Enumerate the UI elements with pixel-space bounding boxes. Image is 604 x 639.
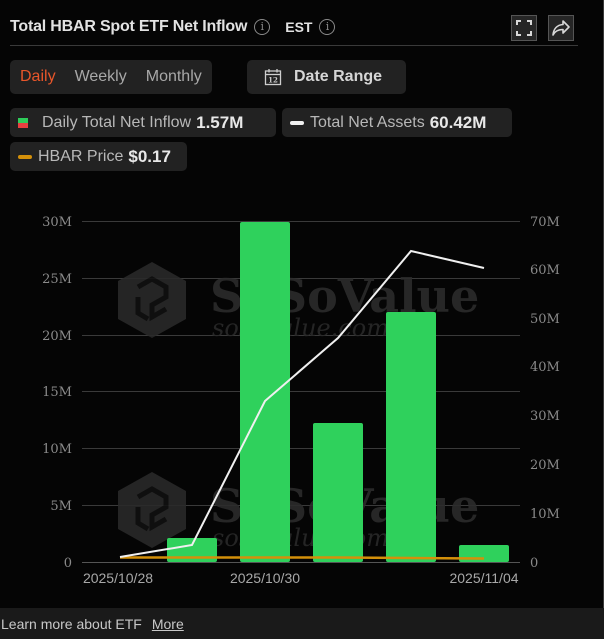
footer-bar: Learn more about ETF More: [0, 608, 604, 639]
watermark-logo-icon: [118, 472, 186, 548]
svg-text:30M: 30M: [42, 215, 72, 230]
info-icon[interactable]: i: [254, 18, 271, 35]
tab-monthly[interactable]: Monthly: [145, 68, 202, 85]
svg-text:5M: 5M: [50, 499, 72, 514]
x-axis-labels: 2025/10/28 2025/10/30 2025/11/04: [83, 570, 519, 586]
share-button[interactable]: [548, 15, 574, 41]
bar-2025-10-31[interactable]: [313, 423, 363, 562]
bar-2025-10-29[interactable]: [167, 538, 217, 562]
date-range-label: Date Range: [294, 68, 383, 85]
legend-price-label: HBAR Price: [38, 147, 124, 165]
price-swatch-icon: [18, 154, 32, 159]
fullscreen-button[interactable]: [511, 15, 537, 41]
assets-swatch-icon: [290, 120, 304, 125]
legend-inflow-label: Daily Total Net Inflow: [42, 113, 192, 131]
svg-text:20M: 20M: [42, 329, 72, 344]
legend-daily-inflow[interactable]: Daily Total Net Inflow 1.57M: [10, 108, 276, 137]
footer-text: Learn more about ETF: [1, 615, 142, 632]
calendar-icon: 12: [264, 69, 282, 86]
svg-text:sosovalue.com: sosovalue.com: [212, 314, 389, 342]
svg-text:2025/11/04: 2025/11/04: [449, 570, 518, 586]
svg-text:30M: 30M: [530, 409, 560, 424]
svg-text:15M: 15M: [42, 385, 72, 400]
share-icon: [552, 20, 570, 36]
right-axis-labels: 70M 60M 50M 40M 30M 20M 10M 0: [530, 215, 560, 571]
tab-daily[interactable]: Daily: [20, 68, 56, 85]
timezone-label: EST: [285, 18, 313, 35]
svg-text:70M: 70M: [530, 215, 560, 230]
more-link[interactable]: More: [151, 615, 184, 632]
inflow-swatch-icon: [18, 117, 28, 128]
svg-text:0: 0: [530, 556, 538, 571]
chart-plot: SoSoValue sosovalue.com SoSoValue sosova…: [42, 215, 560, 586]
legend-price-value: $0.17: [128, 146, 171, 166]
period-tabs: Daily Weekly Monthly: [10, 60, 212, 94]
left-axis-labels: 30M 25M 20M 15M 10M 5M 0: [42, 215, 72, 571]
chart-header: Total HBAR Spot ETF Net Inflow i EST i: [10, 8, 578, 46]
bar-2025-10-30[interactable]: [240, 222, 290, 562]
svg-text:10M: 10M: [42, 442, 72, 457]
svg-text:50M: 50M: [530, 312, 560, 327]
legend-inflow-value: 1.57M: [196, 112, 244, 132]
watermark-logo-icon: [118, 262, 186, 338]
inflow-bars: [167, 222, 509, 562]
legend-assets-value: 60.42M: [429, 112, 487, 132]
svg-text:0: 0: [64, 556, 72, 571]
svg-text:12: 12: [268, 76, 278, 85]
legend-hbar-price[interactable]: HBAR Price $0.17: [10, 142, 187, 171]
fullscreen-icon: [516, 20, 532, 36]
timezone-info-icon[interactable]: i: [319, 18, 336, 35]
svg-text:60M: 60M: [530, 263, 560, 278]
legend-assets-label: Total Net Assets: [310, 113, 425, 131]
date-range-button[interactable]: 12 Date Range: [247, 60, 406, 94]
bar-2025-11-03[interactable]: [386, 312, 436, 562]
svg-text:10M: 10M: [530, 507, 560, 522]
svg-text:2025/10/28: 2025/10/28: [83, 570, 153, 586]
net-assets-line[interactable]: [119, 249, 485, 558]
svg-text:2025/10/30: 2025/10/30: [230, 570, 300, 586]
chart-title: Total HBAR Spot ETF Net Inflow: [10, 17, 248, 35]
etf-chart-panel: Total HBAR Spot ETF Net Inflow i EST i D…: [10, 0, 604, 608]
svg-text:20M: 20M: [530, 458, 560, 473]
svg-text:25M: 25M: [42, 272, 72, 287]
legend-net-assets[interactable]: Total Net Assets 60.42M: [282, 108, 512, 137]
svg-text:40M: 40M: [530, 360, 560, 375]
tab-weekly[interactable]: Weekly: [74, 68, 127, 85]
hbar-price-line[interactable]: [120, 556, 485, 560]
